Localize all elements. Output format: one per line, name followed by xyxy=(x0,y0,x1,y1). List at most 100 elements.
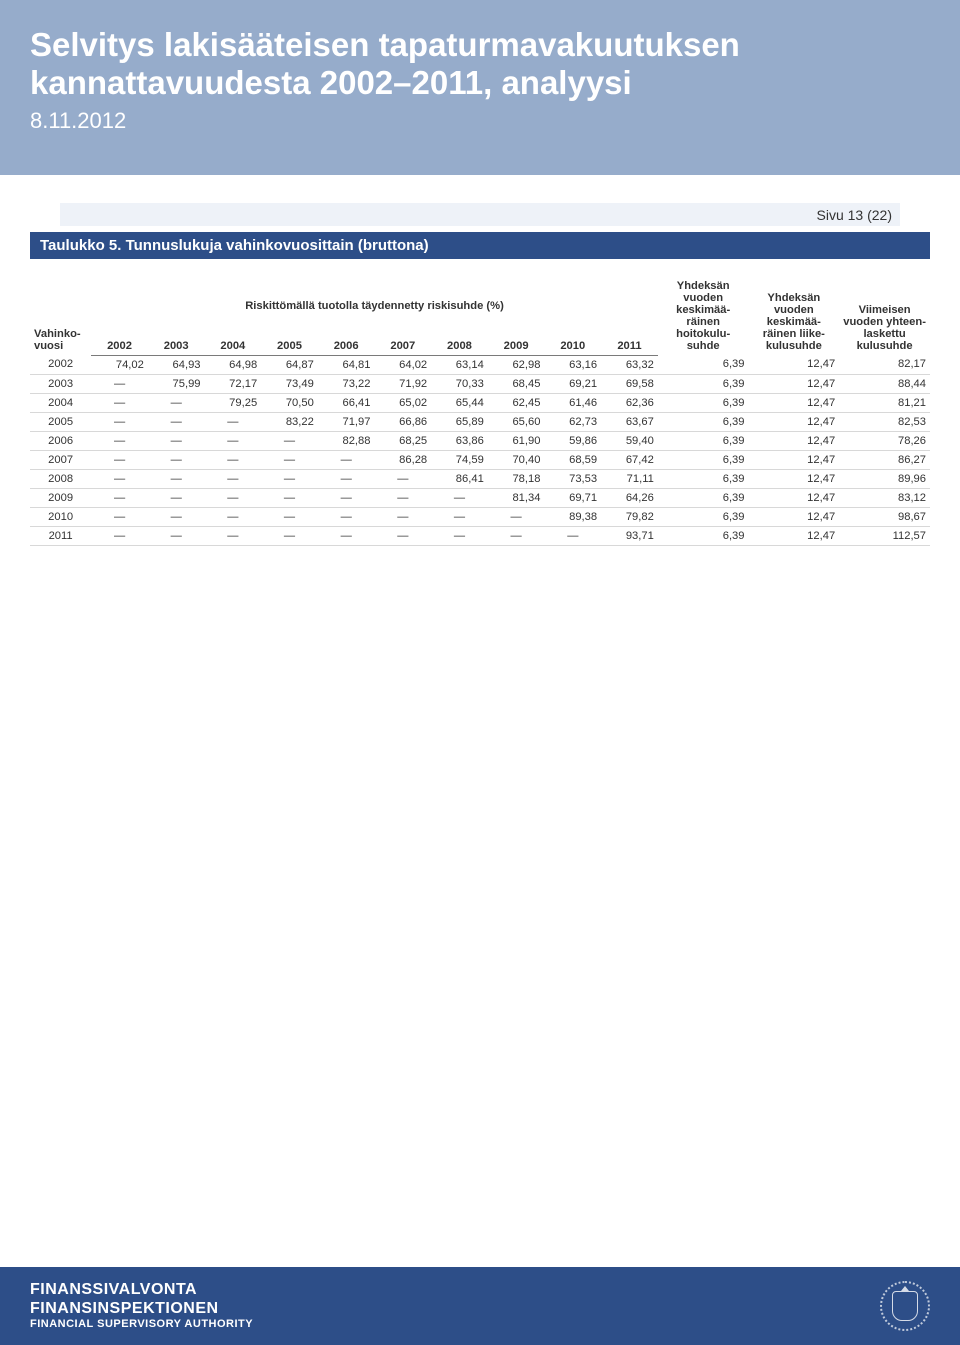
row-year: 2010 xyxy=(30,507,91,526)
cell: 86,28 xyxy=(374,450,431,469)
cell: — xyxy=(148,469,205,488)
cell: — xyxy=(91,507,148,526)
cell-ext: 12,47 xyxy=(749,450,840,469)
page-number: Sivu 13 (22) xyxy=(60,203,900,226)
cell: 62,45 xyxy=(488,393,545,412)
cell: 93,71 xyxy=(601,526,658,545)
cell: — xyxy=(205,412,262,431)
extra-col-1: Yhdeksän vuoden keskimää-räinen liike-ku… xyxy=(749,277,840,355)
cell-ext: 12,47 xyxy=(749,526,840,545)
cell-ext: 6,39 xyxy=(658,393,749,412)
row-header-label: Vahinko- vuosi xyxy=(34,328,81,352)
row-year: 2003 xyxy=(30,374,91,393)
cell: — xyxy=(374,526,431,545)
cell: 65,89 xyxy=(431,412,488,431)
cell-ext: 86,27 xyxy=(839,450,930,469)
cell: 75,99 xyxy=(148,374,205,393)
year-col-2008: 2008 xyxy=(431,314,488,355)
cell-ext: 82,17 xyxy=(839,355,930,374)
year-col-2004: 2004 xyxy=(205,314,262,355)
cell: — xyxy=(374,469,431,488)
table-row: 2008——————86,4178,1873,5371,116,3912,478… xyxy=(30,469,930,488)
cell: 70,33 xyxy=(431,374,488,393)
cell: 79,25 xyxy=(205,393,262,412)
table-row: 2006————82,8868,2563,8661,9059,8659,406,… xyxy=(30,431,930,450)
group-header: Riskittömällä tuotolla täydennetty riski… xyxy=(91,277,658,314)
table-head: Vahinko- vuosi Riskittömällä tuotolla tä… xyxy=(30,277,930,355)
cell-ext: 12,47 xyxy=(749,488,840,507)
row-year: 2008 xyxy=(30,469,91,488)
cell: — xyxy=(374,507,431,526)
cell: — xyxy=(205,526,262,545)
cell: — xyxy=(148,450,205,469)
cell-ext: 83,12 xyxy=(839,488,930,507)
cell: — xyxy=(148,507,205,526)
table-row: 2005———83,2271,9766,8665,8965,6062,7363,… xyxy=(30,412,930,431)
cell: — xyxy=(261,450,318,469)
cell: 64,26 xyxy=(601,488,658,507)
cell: — xyxy=(205,488,262,507)
cell-ext: 12,47 xyxy=(749,355,840,374)
cell: 81,34 xyxy=(488,488,545,507)
cell: — xyxy=(318,488,375,507)
cell: 68,25 xyxy=(374,431,431,450)
year-col-2007: 2007 xyxy=(374,314,431,355)
cell-ext: 6,39 xyxy=(658,526,749,545)
table-row: 2004——79,2570,5066,4165,0265,4462,4561,4… xyxy=(30,393,930,412)
year-col-2006: 2006 xyxy=(318,314,375,355)
table-body: 200274,0264,9364,9864,8764,8164,0263,146… xyxy=(30,355,930,545)
cell-ext: 82,53 xyxy=(839,412,930,431)
year-col-2009: 2009 xyxy=(488,314,545,355)
cell-ext: 6,39 xyxy=(658,412,749,431)
cell: 71,11 xyxy=(601,469,658,488)
year-col-2005: 2005 xyxy=(261,314,318,355)
table-row: 2011—————————93,716,3912,47112,57 xyxy=(30,526,930,545)
cell: 63,14 xyxy=(431,355,488,374)
cell: 66,41 xyxy=(318,393,375,412)
cell: 66,86 xyxy=(374,412,431,431)
row-year: 2002 xyxy=(30,355,91,374)
table-row: 2007—————86,2874,5970,4068,5967,426,3912… xyxy=(30,450,930,469)
cell: 63,86 xyxy=(431,431,488,450)
cell-ext: 12,47 xyxy=(749,469,840,488)
cell: — xyxy=(261,431,318,450)
cell-ext: 6,39 xyxy=(658,469,749,488)
row-year: 2006 xyxy=(30,431,91,450)
cell-ext: 12,47 xyxy=(749,412,840,431)
cell: 65,44 xyxy=(431,393,488,412)
cell-ext: 6,39 xyxy=(658,431,749,450)
cell-ext: 89,96 xyxy=(839,469,930,488)
year-col-2002: 2002 xyxy=(91,314,148,355)
cell: 73,53 xyxy=(544,469,601,488)
cell: — xyxy=(148,412,205,431)
year-col-2010: 2010 xyxy=(544,314,601,355)
cell: 65,02 xyxy=(374,393,431,412)
row-year: 2011 xyxy=(30,526,91,545)
cell: 74,59 xyxy=(431,450,488,469)
row-year: 2009 xyxy=(30,488,91,507)
cell: — xyxy=(261,526,318,545)
cell: 68,45 xyxy=(488,374,545,393)
cell: — xyxy=(91,450,148,469)
cell: — xyxy=(318,507,375,526)
cell: 86,41 xyxy=(431,469,488,488)
cell: — xyxy=(261,488,318,507)
cell: 64,87 xyxy=(261,355,318,374)
table-row: 2003—75,9972,1773,4973,2271,9270,3368,45… xyxy=(30,374,930,393)
row-year: 2007 xyxy=(30,450,91,469)
extra-col-2: Viimeisen vuoden yhteen-laskettu kulusuh… xyxy=(839,277,930,355)
table-row: 200274,0264,9364,9864,8764,8164,0263,146… xyxy=(30,355,930,374)
cell: — xyxy=(91,469,148,488)
year-col-2003: 2003 xyxy=(148,314,205,355)
cell: 61,90 xyxy=(488,431,545,450)
cell: 73,49 xyxy=(261,374,318,393)
data-table: Vahinko- vuosi Riskittömällä tuotolla tä… xyxy=(30,277,930,546)
cell: — xyxy=(91,412,148,431)
cell: — xyxy=(205,469,262,488)
cell: — xyxy=(431,526,488,545)
cell: 89,38 xyxy=(544,507,601,526)
cell: 68,59 xyxy=(544,450,601,469)
cell: — xyxy=(318,469,375,488)
cell: 59,86 xyxy=(544,431,601,450)
report-title-line2: kannattavuudesta 2002–2011, analyysi xyxy=(30,64,930,102)
